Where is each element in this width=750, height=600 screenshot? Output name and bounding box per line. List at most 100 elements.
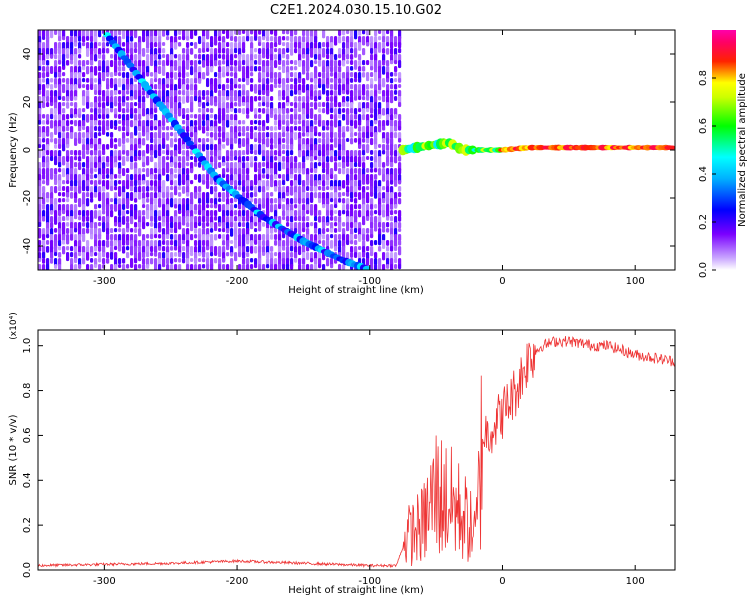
spectrogram-cell (82, 96, 86, 106)
spectrogram-cell (350, 72, 354, 78)
spectrogram-cell (394, 132, 398, 139)
spectrogram-cell (198, 216, 202, 223)
spectrogram-cell (142, 192, 146, 200)
spectrogram-cell (126, 204, 130, 209)
spectrogram-x-tick-label: 0 (499, 276, 505, 287)
spectrogram-cell (186, 198, 190, 207)
spectrogram-cell (370, 258, 374, 266)
spectrogram-cell (214, 126, 218, 133)
spectrogram-cell (170, 132, 174, 137)
spectrogram-cell (326, 258, 330, 267)
spectrogram-cell (266, 174, 270, 180)
spectrogram-cell (230, 42, 234, 49)
spectrogram-cell (162, 204, 166, 212)
spectrogram-cell (298, 186, 302, 194)
spectrogram-cell (274, 42, 278, 48)
spectrogram-cell (358, 66, 362, 72)
spectrogram-cell (390, 84, 394, 90)
spectrogram-cell (94, 210, 98, 219)
spectrogram-cell (362, 162, 366, 169)
spectrogram-cell (130, 114, 134, 119)
spectrogram-cell (146, 198, 150, 203)
spectrogram-cell (262, 36, 266, 41)
spectrogram-cell (350, 108, 354, 114)
spectrogram-cell (342, 90, 346, 95)
spectrogram-cell (242, 252, 246, 259)
spectrogram-cell (38, 138, 42, 145)
spectrogram-cell (74, 180, 78, 187)
spectrogram-cell (242, 42, 246, 50)
spectrogram-cell (298, 42, 302, 50)
spectrogram-cell (230, 78, 234, 86)
spectrogram-cell (78, 54, 82, 59)
spectrogram-cell (250, 156, 254, 163)
spectrogram-cell (302, 168, 306, 175)
spectrogram-cell (330, 156, 334, 163)
spectrogram-cell (334, 102, 338, 108)
spectrogram-cell (350, 78, 354, 83)
spectrogram-cell (366, 42, 370, 47)
spectrogram-cell (238, 150, 242, 157)
spectrogram-cell (306, 36, 310, 43)
spectrogram-cell (158, 162, 162, 169)
spectrogram-cell (382, 222, 386, 230)
spectrogram-cell (114, 222, 118, 227)
colorbar-tick-label: 0.2 (698, 214, 709, 230)
spectrogram-cell (282, 120, 286, 125)
spectrogram-cell (382, 162, 386, 168)
spectrogram-cell (42, 258, 46, 264)
spectrogram-cell (162, 234, 166, 241)
spectrogram-cell (362, 180, 366, 185)
spectrogram-cell (74, 186, 78, 193)
spectrogram-cell (78, 126, 82, 132)
spectrogram-cell (346, 108, 350, 116)
spectrogram-cell (62, 216, 66, 222)
spectrogram-cell (210, 42, 214, 48)
spectrogram-cell (330, 186, 334, 191)
spectrogram-cell (138, 246, 142, 254)
spectrogram-cell (286, 144, 290, 150)
spectrogram-cell (58, 36, 62, 42)
spectrogram-cell (66, 228, 70, 234)
spectrogram-cell (318, 78, 322, 87)
spectrogram-cell (94, 162, 98, 169)
spectrogram-cell (286, 264, 290, 270)
spectrogram-cell (178, 72, 182, 78)
spectrogram-cell (78, 252, 82, 257)
spectrogram-cell (238, 222, 242, 227)
spectrogram-cell (70, 258, 74, 266)
spectrogram-cell (322, 186, 326, 192)
spectrogram-cell (38, 132, 42, 138)
spectrogram-cell (294, 66, 298, 71)
spectrogram-cell (130, 258, 134, 268)
spectrogram-cell (218, 96, 222, 104)
spectrogram-cell (226, 216, 230, 224)
spectrogram-cell (118, 204, 122, 212)
spectrogram-cell (382, 108, 386, 116)
spectrogram-cell (346, 162, 350, 167)
spectrogram-cell (294, 156, 298, 163)
spectrogram-cell (226, 156, 230, 162)
spectrogram-y-tick-label: 0 (22, 147, 33, 153)
spectrogram-cell (98, 48, 102, 55)
spectrogram-cell (278, 264, 282, 270)
spectrogram-cell (74, 90, 78, 98)
spectrogram-cell (326, 180, 330, 186)
spectrogram-cell (118, 180, 122, 185)
spectrogram-cell (310, 126, 314, 133)
spectrogram-cell (66, 186, 70, 194)
spectrogram-cell (70, 96, 74, 102)
spectrogram-cell (82, 114, 86, 123)
spectrogram-cell (218, 132, 222, 138)
spectrogram-cell (58, 42, 62, 50)
spectrogram-cell (166, 174, 170, 182)
spectrogram-cell (266, 198, 270, 207)
spectrogram-cell (270, 138, 274, 145)
spectrogram-cell (142, 258, 146, 265)
spectrogram-cell (142, 138, 146, 146)
spectrogram-cell (386, 222, 390, 228)
spectrogram-cell (102, 54, 106, 61)
spectrogram-cell (98, 42, 102, 47)
spectrogram-cell (258, 108, 262, 113)
spectrogram-cell (190, 90, 194, 96)
